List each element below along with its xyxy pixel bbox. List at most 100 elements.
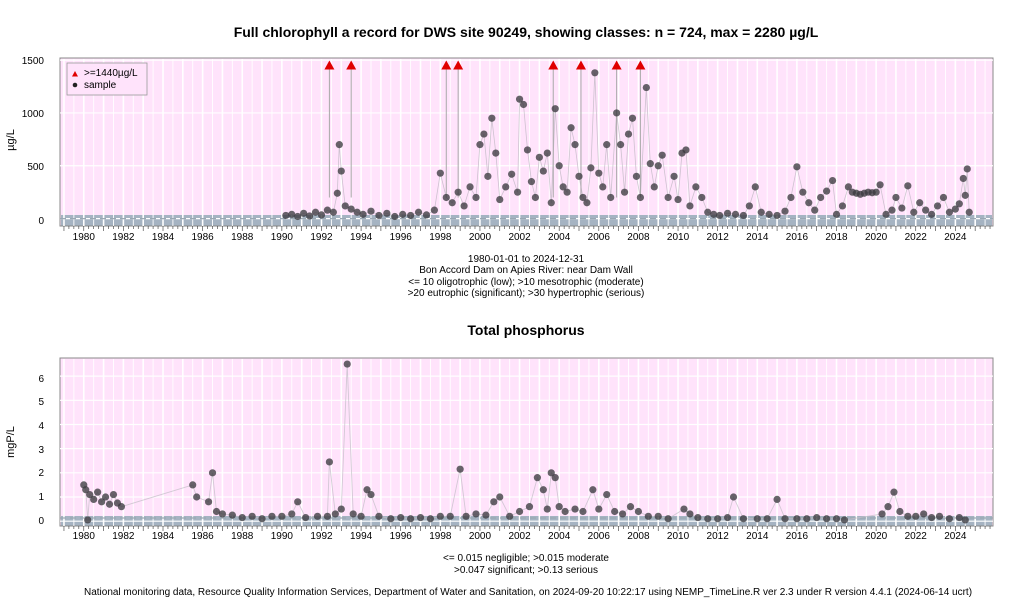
chlorophyll-point (607, 193, 615, 202)
chlorophyll-point (436, 169, 444, 177)
chlorophyll-point (817, 193, 825, 202)
chart2-x-axis: 1980 1982 1984 1986 1988 1990 1992 1994 1996 1998… (63, 526, 991, 542)
phosphorus-point (109, 490, 118, 499)
phosphorus-point (90, 495, 98, 504)
legend-triangle-icon (72, 71, 78, 77)
phosphorus-point (212, 507, 221, 516)
x-tick-label: 2022 (905, 531, 928, 542)
x-tick-label: 1982 (112, 531, 135, 542)
chlorophyll-point (466, 183, 474, 191)
phosphorus-point (773, 495, 781, 504)
chart1-class-band (61, 215, 992, 226)
x-tick-label: 2016 (786, 232, 809, 243)
chlorophyll-point (805, 199, 813, 207)
phosphorus-point (238, 513, 246, 522)
chlorophyll-point (551, 105, 559, 113)
chlorophyll-point (781, 207, 789, 215)
phosphorus-point (325, 458, 334, 466)
chart2-ytick-label: 3 (38, 445, 44, 456)
chlorophyll-point (628, 114, 637, 122)
chlorophyll-point (872, 188, 880, 196)
chlorophyll-point (341, 202, 349, 210)
chlorophyll-point (682, 146, 690, 154)
x-tick-label: 1988 (231, 232, 254, 243)
chlorophyll-point (375, 211, 383, 220)
chart2-ytick-label: 0 (38, 516, 44, 527)
chart1-x-axis: 1980 1982 1984 1986 1988 1990 1992 1994 1996 1998… (63, 226, 991, 243)
chlorophyll-point (876, 181, 884, 189)
phosphorus-point (363, 486, 371, 494)
chlorophyll-point (367, 207, 375, 215)
chlorophyll-point (963, 165, 971, 173)
chlorophyll-point (961, 191, 969, 199)
chart2-ytick-label: 5 (38, 397, 44, 408)
chlorophyll-point (359, 210, 367, 218)
x-tick-label: 2006 (588, 232, 611, 243)
chlorophyll-point (472, 193, 480, 202)
phosphorus-point (357, 512, 365, 520)
phosphorus-point (904, 512, 912, 520)
chart1-threshold-markers (324, 60, 646, 70)
phosphorus-point (490, 498, 498, 506)
chlorophyll-panel: 0 500 1000 1500 1980 1982 1984 1986 1988 1990… (5, 56, 994, 299)
phosphorus-point (525, 503, 534, 511)
phosphorus-point (331, 510, 339, 518)
phosphorus-point (86, 490, 94, 499)
chlorophyll-point (547, 199, 555, 207)
phosphorus-point (268, 512, 276, 520)
chlorophyll-point (773, 211, 781, 220)
phosphorus-point (472, 510, 480, 518)
x-tick-label: 1986 (191, 232, 214, 243)
chlorophyll-point (333, 189, 341, 197)
chlorophyll-point (442, 193, 450, 202)
chlorophyll-point (591, 69, 599, 77)
phosphorus-point (482, 511, 490, 519)
chlorophyll-point (739, 211, 748, 220)
phosphorus-point (813, 513, 821, 522)
chlorophyll-point (488, 114, 496, 122)
x-tick-label: 1986 (191, 531, 214, 542)
chlorophyll-point (787, 193, 795, 202)
phosphorus-point (920, 510, 928, 518)
chlorophyll-point (484, 172, 492, 180)
x-tick-label: 2006 (588, 531, 611, 542)
chlorophyll-point (583, 199, 591, 207)
phosphorus-point (387, 515, 395, 523)
chart2-ytick-label: 2 (38, 468, 44, 479)
phosphorus-point (436, 512, 444, 520)
chlorophyll-point (567, 124, 575, 132)
phosphorus-point (723, 513, 732, 522)
chlorophyll-point (492, 149, 500, 157)
x-tick-label: 1996 (390, 232, 413, 243)
x-tick-label: 2004 (548, 531, 571, 542)
chlorophyll-point (616, 141, 625, 149)
phosphorus-point (644, 512, 652, 520)
chlorophyll-point (898, 204, 906, 212)
chart1-ytick-label: 500 (27, 162, 44, 173)
phosphorus-point (664, 515, 672, 523)
legend-threshold-label: >=1440µg/L (84, 68, 138, 79)
chlorophyll-point (704, 208, 712, 216)
chlorophyll-point (945, 208, 954, 216)
phosphorus-point (763, 515, 771, 523)
chlorophyll-point (323, 206, 332, 214)
phosphorus-point (793, 515, 801, 523)
phosphorus-point (729, 493, 738, 501)
x-tick-label: 2020 (865, 232, 888, 243)
phosphorus-point (302, 513, 310, 522)
x-tick-label: 2008 (627, 531, 650, 542)
x-tick-label: 2018 (825, 531, 848, 542)
phosphorus-point (579, 507, 587, 516)
chlorophyll-point (710, 210, 718, 218)
phosphorus-point (561, 507, 569, 516)
threshold-marker (548, 60, 559, 70)
phosphorus-point (654, 512, 662, 520)
chlorophyll-point (927, 210, 936, 218)
chart1-points (282, 69, 973, 221)
phosphorus-point (680, 505, 688, 513)
phosphorus-point (248, 512, 256, 520)
chlorophyll-point (515, 95, 524, 103)
phosphorus-point (618, 510, 627, 518)
chlorophyll-point (563, 188, 571, 196)
phosphorus-panel: 0 1 2 3 4 5 6 1980 1982 1984 1986 1988 1990 19… (5, 357, 994, 576)
